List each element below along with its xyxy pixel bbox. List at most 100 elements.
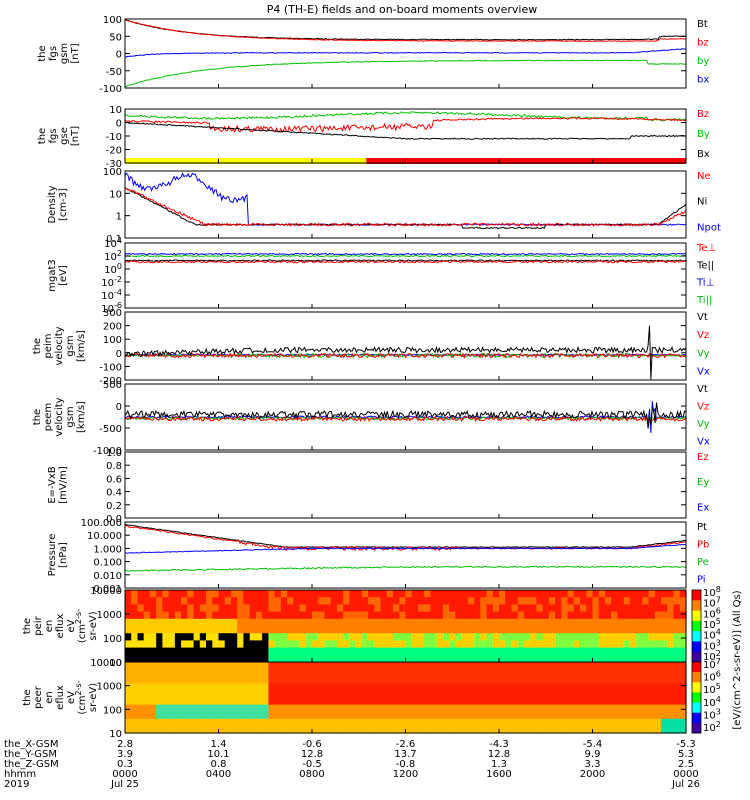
spectrogram-cell: [361, 654, 369, 663]
spectrogram-cell: [318, 704, 325, 713]
spectrogram-cell: [561, 654, 569, 663]
spectrogram-cell: [218, 640, 226, 649]
spectrogram-cell: [555, 711, 562, 720]
spectrogram-cell: [548, 654, 556, 663]
spectrogram-cell: [386, 590, 394, 598]
y-axis-label: peim: [43, 333, 54, 358]
spectrogram-cell: [592, 669, 600, 677]
spectrogram-cell: [299, 647, 307, 656]
spectrogram-cell: [262, 647, 269, 656]
spectrogram-cell: [143, 626, 151, 634]
spectrogram-cell: [255, 697, 263, 706]
spectrogram-cell: [548, 647, 556, 656]
spectrogram-cell: [461, 611, 469, 620]
y-axis-label: the: [32, 409, 43, 425]
spectrogram-cell: [249, 697, 257, 706]
spectrogram-cell: [617, 669, 625, 677]
spectrogram-cell: [336, 676, 344, 684]
spectrogram-cell: [349, 640, 357, 649]
spectrogram-cell: [411, 683, 419, 691]
spectrogram-cell: [280, 618, 288, 627]
spectrogram-cell: [436, 669, 444, 677]
spectrogram-cell: [249, 711, 257, 720]
y-tick-label: -10: [106, 132, 122, 143]
spectrogram-cell: [324, 683, 332, 691]
spectrogram-cell: [361, 647, 369, 656]
spectrogram-cell: [162, 626, 170, 634]
spectrogram-cell: [449, 690, 456, 699]
spectrogram-cell: [611, 718, 618, 727]
spectrogram-cell: [661, 654, 668, 663]
spectrogram-cell: [293, 590, 301, 598]
spectrogram-cell: [523, 604, 531, 613]
spectrogram-cell: [262, 676, 269, 684]
spectrogram-cell: [449, 683, 456, 691]
colorbar-segment: [692, 702, 701, 714]
spectrogram-cell: [343, 725, 350, 734]
spectrogram-cell: [523, 711, 531, 720]
spectrogram-cell: [131, 654, 138, 663]
spectrogram-cell: [424, 611, 431, 620]
spectrogram-cell: [280, 676, 288, 684]
spectrogram-cell: [523, 654, 531, 663]
spectrogram-cell: [355, 640, 363, 649]
spectrogram-cell: [561, 718, 569, 727]
spectrogram-cell: [125, 633, 132, 641]
spectrogram-cell: [343, 704, 350, 713]
spectrogram-cell: [623, 597, 631, 605]
spectrogram-cell: [349, 618, 357, 627]
spectrogram-cell: [193, 718, 201, 727]
spectrogram-cell: [467, 690, 475, 699]
spectrogram-cell: [542, 618, 550, 627]
spectrogram-cell: [617, 611, 625, 620]
spectrogram-cell: [212, 669, 220, 677]
spectrogram-cell: [218, 618, 226, 627]
x-axis-value: -5.3: [676, 739, 696, 750]
spectrogram-cell: [143, 662, 151, 670]
spectrogram-cell: [492, 640, 500, 649]
spectrogram-cell: [380, 711, 388, 720]
spectrogram-cell: [679, 669, 687, 677]
spectrogram-cell: [218, 718, 226, 727]
spectrogram-cell: [243, 633, 251, 641]
spectrogram-cell: [580, 640, 587, 649]
spectrogram-cell: [511, 690, 519, 699]
spectrogram-cell: [430, 704, 438, 713]
spectrogram-cell: [262, 718, 269, 727]
spectrogram-cell: [318, 697, 325, 706]
spectrogram-cell: [455, 676, 463, 684]
colorbar-segment: [692, 620, 701, 632]
spectrogram-cell: [542, 611, 550, 620]
spectrogram-cell: [405, 676, 413, 684]
spectrogram-cell: [374, 662, 382, 670]
spectrogram-cell: [455, 604, 463, 613]
spectrogram-cell: [648, 662, 656, 670]
spectrogram-cell: [137, 683, 145, 691]
spectrogram-cell: [137, 640, 145, 649]
spectrogram-cell: [199, 718, 207, 727]
spectrogram-cell: [162, 590, 170, 598]
spectrogram-cell: [268, 647, 276, 656]
spectrogram-cell: [168, 704, 176, 713]
spectrogram-cell: [679, 704, 687, 713]
spectrogram-cell: [386, 618, 394, 627]
series-line: [124, 121, 687, 140]
spectrogram-cell: [523, 725, 531, 734]
series-line: [124, 252, 687, 256]
spectrogram-cell: [598, 697, 606, 706]
x-axis-row-label: the_X-GSM: [4, 739, 58, 750]
y-axis-label: (cm2-s-: [74, 609, 88, 643]
spectrogram-cell: [330, 690, 338, 699]
spectrogram-cell: [125, 711, 132, 720]
spectrogram-cell: [380, 633, 388, 641]
spectrogram-cell: [530, 590, 537, 598]
spectrogram-cell: [218, 711, 226, 720]
spectrogram-cell: [505, 590, 512, 598]
spectrogram-cell: [206, 611, 213, 620]
spectrogram-cell: [617, 704, 625, 713]
spectrogram-cell: [442, 604, 450, 613]
spectrogram-cell: [293, 647, 301, 656]
spectrogram-cell: [149, 654, 157, 663]
spectrogram-cell: [642, 611, 650, 620]
spectrogram-cell: [318, 725, 325, 734]
